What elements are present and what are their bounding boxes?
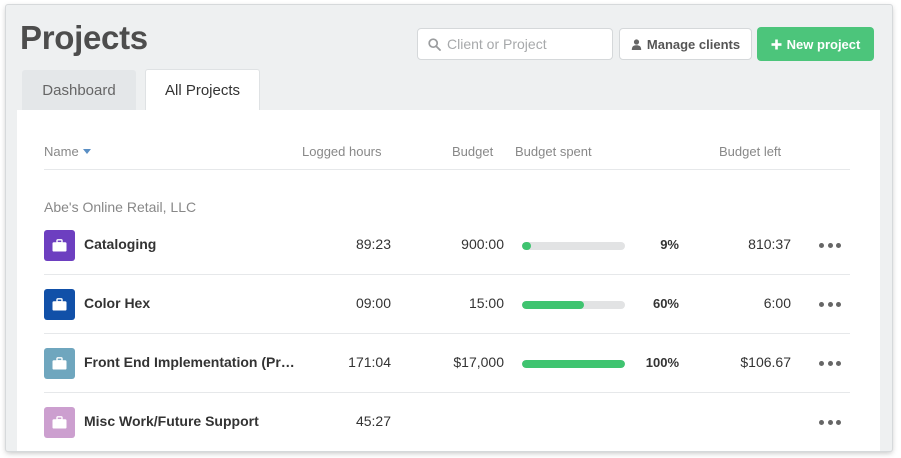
tab-dashboard-label: Dashboard [42,81,116,99]
tab-all-projects[interactable]: All Projects [145,69,260,111]
table-row[interactable]: Front End Implementation (Pr… 171:04 $17… [44,334,850,393]
more-actions-icon[interactable] [819,238,841,252]
logged-hours-value: 89:23 [355,236,391,252]
budget-spent-percent: 9% [660,237,679,252]
page-title: Projects [20,19,148,56]
row-divider [44,274,850,275]
budget-progress-fill [522,242,532,250]
plus-icon [771,39,782,49]
more-actions-icon[interactable] [819,297,841,311]
column-header-budget[interactable]: Budget [452,144,494,159]
budget-value: 15:00 [468,295,504,311]
budget-value: 900:00 [461,236,504,252]
client-name: Abe's Online Retail, LLC [44,199,197,215]
user-icon [631,38,642,50]
more-actions-icon[interactable] [819,356,841,370]
new-project-button[interactable]: New project [757,27,874,61]
budget-progress-bar [522,360,625,368]
briefcase-icon [44,407,75,438]
column-header-name[interactable]: Name [44,144,91,159]
briefcase-icon [44,289,75,320]
table-row[interactable]: Cataloging 89:23 900:00 9% 810:37 [44,216,850,275]
search-input[interactable] [447,36,607,52]
row-divider [44,392,850,393]
manage-clients-button[interactable]: Manage clients [619,28,752,60]
budget-progress-fill [522,301,584,309]
new-project-label: New project [786,36,861,52]
budget-left-value: $106.67 [740,354,791,370]
budget-progress-bar [522,242,625,250]
row-divider [44,333,850,334]
caret-down-icon [82,149,91,154]
search-icon [428,37,441,51]
budget-progress-bar [522,301,625,309]
column-header-budget-left[interactable]: Budget left [719,144,782,159]
column-header-name-label: Name [44,144,79,159]
tab-all-projects-label: All Projects [164,82,241,99]
logged-hours-value: 45:27 [355,413,391,429]
projects-panel: Name Logged hours Budget Budget spent Bu… [17,110,880,451]
budget-progress-fill [522,360,625,368]
project-name-link[interactable]: Misc Work/Future Support [84,413,259,429]
briefcase-icon [44,230,75,261]
briefcase-icon [44,348,75,379]
manage-clients-label: Manage clients [646,36,741,52]
budget-spent-percent: 100% [645,355,679,370]
budget-value: $17,000 [453,354,504,370]
tab-dashboard[interactable]: Dashboard [22,70,136,110]
header-divider [44,169,850,170]
project-name-link[interactable]: Cataloging [84,236,157,252]
logged-hours-value: 09:00 [355,295,391,311]
table-row[interactable]: Color Hex 09:00 15:00 60% 6:00 [44,275,850,334]
column-header-logged-hours[interactable]: Logged hours [302,144,382,159]
app-window: Projects Manage clients New project Dash… [6,5,892,451]
logged-hours-value: 171:04 [348,354,391,370]
budget-spent-percent: 60% [652,296,679,311]
budget-left-value: 810:37 [748,236,791,252]
table-row[interactable]: Misc Work/Future Support 45:27 [44,393,850,451]
search-box[interactable] [417,28,613,60]
project-name-link[interactable]: Front End Implementation (Pr… [84,354,295,370]
project-name-link[interactable]: Color Hex [84,295,151,311]
more-actions-icon[interactable] [819,415,841,429]
column-header-budget-spent[interactable]: Budget spent [515,144,592,159]
budget-left-value: 6:00 [763,295,791,311]
